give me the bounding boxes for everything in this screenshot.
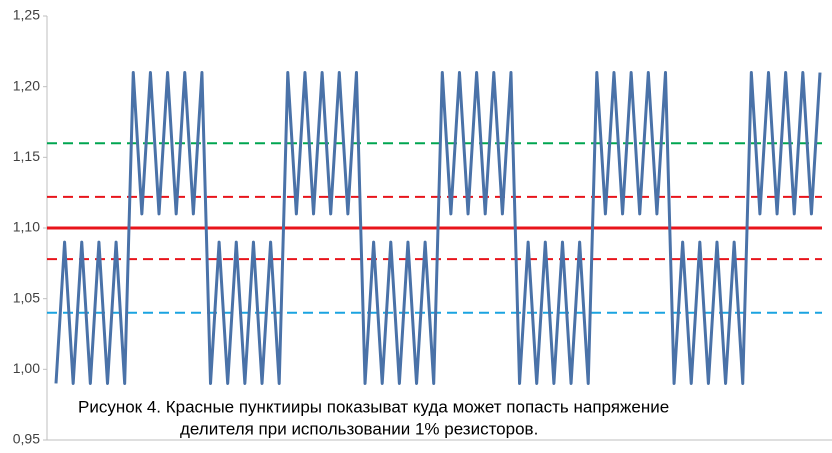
y-tick-label: 0,95: [13, 431, 40, 447]
caption: Рисунок 4. Красные пунктииры показыват к…: [78, 397, 669, 416]
data-line: [54, 71, 822, 385]
y-tick-label: 1,10: [13, 219, 40, 235]
y-tick-label: 1,00: [13, 360, 40, 376]
caption: делителя при использовании 1% резисторов…: [180, 419, 538, 438]
y-tick-label: 1,25: [13, 7, 40, 23]
y-tick-label: 1,20: [13, 77, 40, 93]
y-tick-label: 1,05: [13, 289, 40, 305]
y-tick-label: 1,15: [13, 148, 40, 164]
